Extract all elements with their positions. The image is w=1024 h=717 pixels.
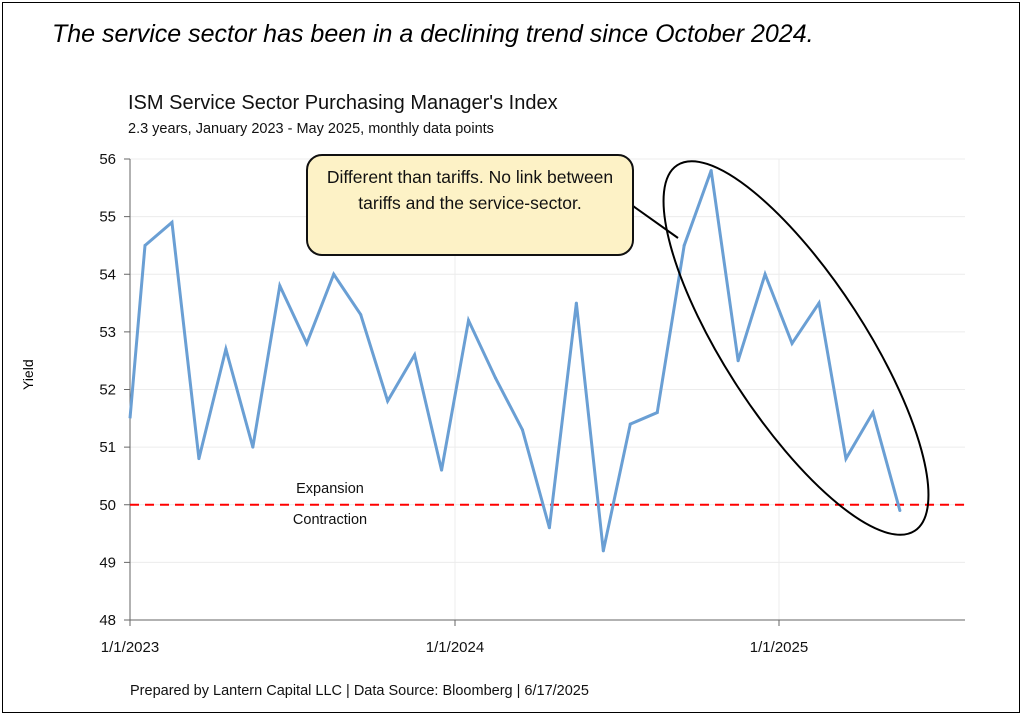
y-tick-label: 54 — [99, 266, 116, 283]
callout-connector — [632, 205, 679, 239]
data-point — [682, 243, 686, 247]
data-point — [251, 445, 255, 449]
data-point — [871, 411, 875, 415]
data-point — [143, 243, 147, 247]
y-tick-label: 50 — [99, 497, 116, 514]
y-tick-label: 48 — [99, 612, 116, 629]
y-tick-label: 52 — [99, 382, 116, 399]
chart-subtitle: 2.3 years, January 2023 - May 2025, mont… — [128, 121, 494, 137]
data-point — [655, 411, 659, 415]
data-point — [601, 549, 605, 553]
data-point — [628, 422, 632, 426]
pmi-series-line — [128, 170, 902, 552]
data-point — [763, 272, 767, 276]
footer-source: Prepared by Lantern Capital LLC | Data S… — [130, 683, 589, 699]
data-point — [440, 468, 444, 472]
data-point — [224, 347, 228, 351]
headline: The service sector has been in a declini… — [52, 20, 814, 48]
annotation-callout: Different than tariffs. No link between … — [306, 154, 634, 256]
data-point — [574, 301, 578, 305]
x-tick-label: 1/1/2025 — [750, 639, 808, 656]
data-point — [386, 399, 390, 403]
data-point — [736, 359, 740, 363]
data-point — [817, 301, 821, 305]
chart-title: ISM Service Sector Purchasing Manager's … — [128, 92, 558, 114]
data-point — [359, 313, 363, 317]
y-tick-label: 53 — [99, 324, 116, 341]
x-tick-label: 1/1/2023 — [101, 639, 159, 656]
contraction-label: Contraction — [293, 512, 367, 528]
data-point — [197, 457, 201, 461]
data-point — [709, 169, 713, 173]
data-point — [547, 526, 551, 530]
data-point — [898, 509, 902, 513]
y-tick-label: 56 — [99, 151, 116, 168]
y-tick-label: 51 — [99, 439, 116, 456]
data-point — [413, 353, 417, 357]
data-point — [467, 318, 471, 322]
expansion-label: Expansion — [296, 481, 364, 497]
data-point — [305, 341, 309, 345]
x-tick-label: 1/1/2024 — [426, 639, 484, 656]
data-point — [844, 457, 848, 461]
data-point — [493, 376, 497, 380]
data-point — [332, 272, 336, 276]
data-point — [278, 284, 282, 288]
highlight-ellipse — [662, 160, 930, 536]
data-point — [790, 341, 794, 345]
y-tick-label: 49 — [99, 554, 116, 571]
y-tick-label: 55 — [99, 209, 116, 226]
data-point — [520, 428, 524, 432]
data-point — [170, 220, 174, 224]
